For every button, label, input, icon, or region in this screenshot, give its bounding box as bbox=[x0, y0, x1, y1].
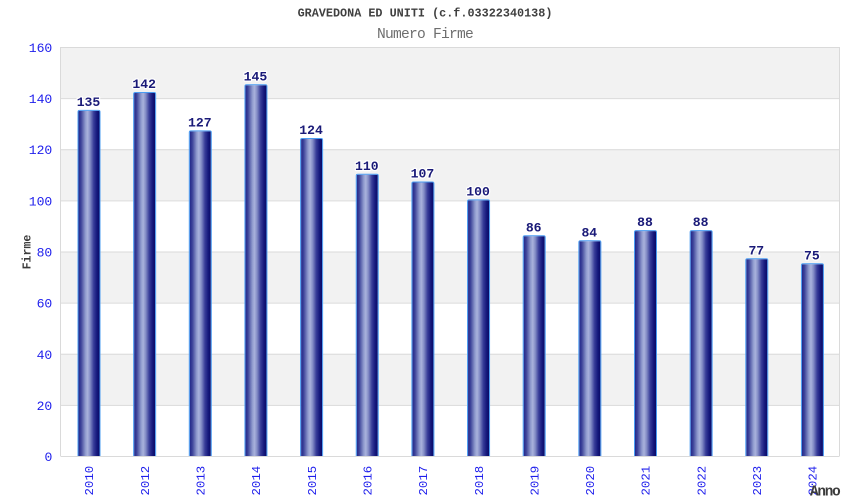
svg-text:2014: 2014 bbox=[250, 466, 264, 496]
svg-text:40: 40 bbox=[37, 348, 53, 363]
svg-text:77: 77 bbox=[748, 243, 764, 258]
svg-text:88: 88 bbox=[693, 215, 709, 230]
svg-text:86: 86 bbox=[526, 220, 542, 235]
svg-text:100: 100 bbox=[466, 185, 490, 200]
svg-text:Firme: Firme bbox=[22, 235, 35, 270]
svg-text:88: 88 bbox=[637, 215, 653, 230]
svg-text:120: 120 bbox=[29, 143, 53, 158]
svg-text:2024: 2024 bbox=[807, 466, 821, 496]
svg-text:GRAVEDONA ED UNITI (c.f.033223: GRAVEDONA ED UNITI (c.f.03322340138) bbox=[298, 7, 553, 21]
svg-text:2020: 2020 bbox=[584, 466, 598, 496]
svg-text:80: 80 bbox=[37, 246, 53, 261]
svg-text:2021: 2021 bbox=[640, 466, 654, 496]
svg-text:Numero Firme: Numero Firme bbox=[377, 27, 473, 43]
svg-text:142: 142 bbox=[132, 77, 156, 92]
svg-text:2010: 2010 bbox=[83, 466, 97, 496]
svg-text:2015: 2015 bbox=[306, 466, 320, 496]
svg-text:84: 84 bbox=[581, 226, 597, 241]
svg-text:20: 20 bbox=[37, 399, 53, 414]
svg-text:100: 100 bbox=[29, 194, 53, 209]
svg-text:124: 124 bbox=[299, 123, 323, 138]
svg-text:60: 60 bbox=[37, 297, 53, 312]
svg-text:2022: 2022 bbox=[695, 466, 709, 496]
svg-text:107: 107 bbox=[411, 167, 435, 182]
svg-text:160: 160 bbox=[29, 41, 53, 56]
svg-text:2019: 2019 bbox=[528, 466, 542, 496]
svg-text:2018: 2018 bbox=[473, 466, 487, 496]
svg-text:2023: 2023 bbox=[751, 466, 765, 496]
svg-text:2013: 2013 bbox=[195, 466, 209, 496]
svg-text:0: 0 bbox=[44, 450, 52, 465]
svg-text:2017: 2017 bbox=[417, 466, 431, 496]
svg-text:145: 145 bbox=[244, 70, 268, 85]
svg-text:Anno: Anno bbox=[810, 485, 840, 500]
svg-text:75: 75 bbox=[804, 249, 820, 264]
svg-text:2012: 2012 bbox=[139, 466, 153, 496]
svg-text:135: 135 bbox=[77, 95, 101, 110]
svg-text:127: 127 bbox=[188, 116, 212, 131]
svg-text:140: 140 bbox=[29, 92, 53, 107]
svg-text:2016: 2016 bbox=[361, 466, 375, 496]
svg-text:110: 110 bbox=[355, 159, 379, 174]
